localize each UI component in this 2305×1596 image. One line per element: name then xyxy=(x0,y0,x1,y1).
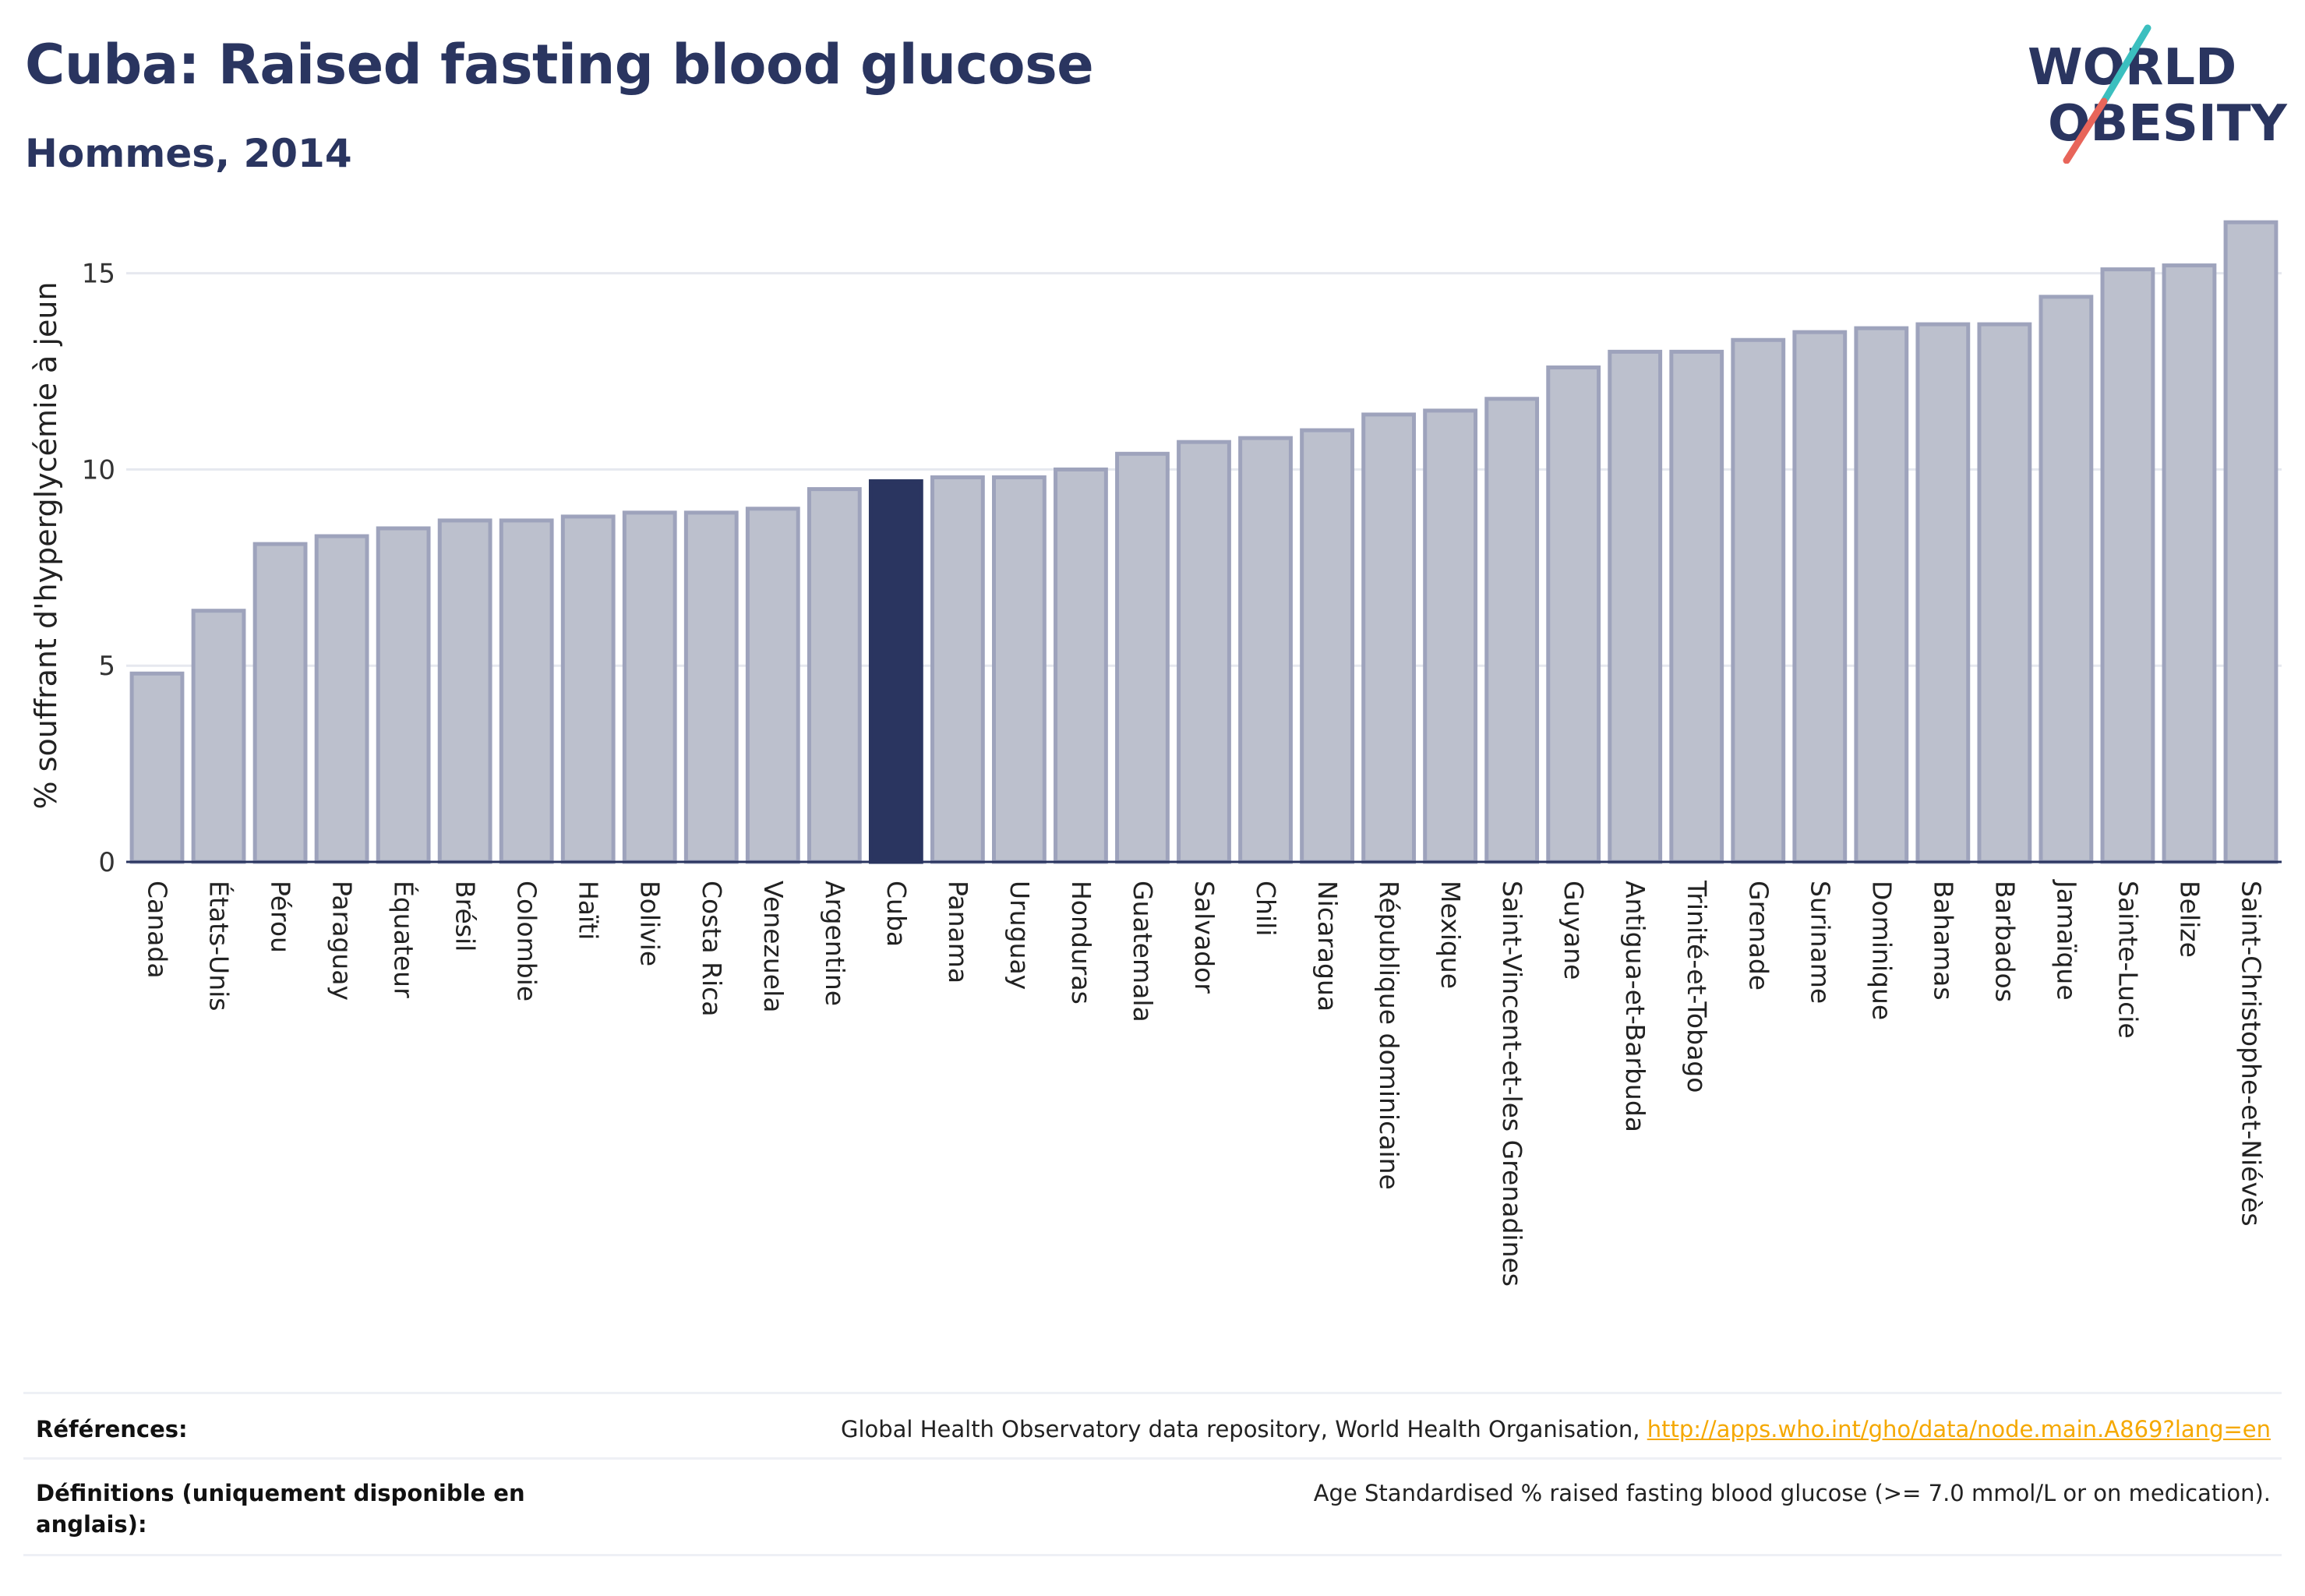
x-tick-label: Sainte-Lucie xyxy=(2113,881,2143,1039)
x-tick-label: Suriname xyxy=(1805,881,1835,1004)
x-tick-label: République dominicaine xyxy=(1374,881,1404,1190)
x-tick-label: Équateur xyxy=(389,881,420,998)
y-tick-label: 0 xyxy=(98,847,115,878)
references-link[interactable]: http://apps.who.int/gho/data/node.main.A… xyxy=(1647,1416,2271,1442)
chart-title: Cuba: Raised fasting blood glucose xyxy=(25,33,1094,97)
x-tick-label: Mexique xyxy=(1435,881,1466,989)
bar-suriname[interactable] xyxy=(1792,330,1848,864)
bar-honduras[interactable] xyxy=(1054,467,1108,864)
references-text: Global Health Observatory data repositor… xyxy=(840,1416,1647,1442)
bar-belize[interactable] xyxy=(2162,263,2217,864)
logo-slash-teal xyxy=(2100,24,2151,105)
bar-chili[interactable] xyxy=(1238,436,1293,864)
x-tick-label: Venezuela xyxy=(758,881,789,1012)
x-tick-label: Haïti xyxy=(574,881,604,940)
x-tick-label: Salvador xyxy=(1189,881,1220,994)
logo-line-2: OBESITY xyxy=(2048,95,2287,153)
x-tick-label: Paraguay xyxy=(327,881,358,1001)
x-tick-label: Uruguay xyxy=(1004,881,1035,990)
bar-cuba[interactable] xyxy=(868,479,923,864)
bar-colombie[interactable] xyxy=(499,518,554,864)
footer-divider-bottom xyxy=(23,1554,2282,1556)
bar-bolivie[interactable] xyxy=(622,510,677,864)
y-tick-label: 5 xyxy=(98,651,115,682)
bar-costa-rica[interactable] xyxy=(683,510,739,864)
bar-paraguay[interactable] xyxy=(314,534,369,864)
x-tick-label: Belize xyxy=(2174,881,2204,958)
bar-perou[interactable] xyxy=(252,542,308,864)
bar-mexique[interactable] xyxy=(1423,408,1478,864)
x-tick-label: Saint-Christophe-et-Niévès xyxy=(2236,881,2266,1227)
bar-antigua-et-barbuda[interactable] xyxy=(1608,349,1663,864)
x-tick-label: Honduras xyxy=(1066,881,1096,1005)
x-tick-label: Saint-Vincent-et-les Grenadines xyxy=(1497,881,1527,1287)
bar-republique-dominicaine[interactable] xyxy=(1361,412,1416,864)
x-tick-label: Bahamas xyxy=(1928,881,1958,1001)
bar-etats-unis[interactable] xyxy=(191,609,246,864)
x-tick-label: Pérou xyxy=(266,881,296,953)
bar-bahamas[interactable] xyxy=(1915,322,1971,864)
footer-divider-middle xyxy=(23,1457,2282,1460)
definitions-value: Age Standardised % raised fasting blood … xyxy=(1313,1480,2271,1506)
bar-argentine[interactable] xyxy=(807,487,862,864)
references-value: Global Health Observatory data repositor… xyxy=(841,1414,2271,1445)
bar-salvador[interactable] xyxy=(1177,440,1231,864)
x-tick-label: Bolivie xyxy=(635,881,665,966)
x-tick-label: Panama xyxy=(943,881,973,983)
x-tick-label: Barbados xyxy=(1989,881,2020,1002)
bar-saint-vincent-et-les-grenadines[interactable] xyxy=(1484,397,1540,864)
x-tick-label: Jamaïque xyxy=(2051,879,2081,1001)
bar-equateur[interactable] xyxy=(376,526,431,864)
x-tick-label: Canada xyxy=(143,881,173,979)
x-tick-label: Chili xyxy=(1251,881,1281,936)
bar-saint-christophe-et-nieves[interactable] xyxy=(2223,220,2279,864)
bar-uruguay[interactable] xyxy=(992,475,1047,864)
world-obesity-logo: WORLD OBESITY xyxy=(2028,24,2287,164)
chart-subtitle: Hommes, 2014 xyxy=(25,131,352,176)
y-tick-label: 15 xyxy=(82,259,115,290)
bar-bresil[interactable] xyxy=(437,518,492,864)
x-tick-label: États-Unis xyxy=(204,881,235,1011)
definitions-label: Définitions (uniquement disponible en an… xyxy=(36,1480,525,1538)
bar-sainte-lucie[interactable] xyxy=(2100,267,2155,864)
x-tick-label: Cuba xyxy=(881,881,912,947)
x-tick-label: Nicaragua xyxy=(1312,881,1343,1012)
x-tick-label: Argentine xyxy=(820,881,850,1006)
bar-chart: 0 5 10 15 Canada États-Unis Pérou Paraguay Équa… xyxy=(29,220,2282,1287)
bar-haiti[interactable] xyxy=(560,514,616,864)
x-tick-label: Grenade xyxy=(1743,881,1774,990)
y-axis-ticks: 0 5 10 15 xyxy=(82,259,115,878)
y-axis-title: % souffrant d'hyperglycémie à jeun xyxy=(29,281,63,809)
x-tick-label: Brésil xyxy=(450,881,481,952)
x-tick-label: Antigua-et-Barbuda xyxy=(1620,881,1650,1132)
bar-venezuela[interactable] xyxy=(745,507,800,864)
bar-guatemala[interactable] xyxy=(1115,451,1170,864)
bar-barbados[interactable] xyxy=(1977,322,2032,864)
footer-divider-top xyxy=(23,1392,2282,1394)
x-tick-label: Guyane xyxy=(1558,881,1589,980)
x-tick-label: Guatemala xyxy=(1128,881,1158,1022)
y-tick-label: 10 xyxy=(82,454,115,486)
x-tick-label: Costa Rica xyxy=(697,881,727,1017)
bar-canada[interactable] xyxy=(129,671,185,864)
bar-jamaique[interactable] xyxy=(2038,295,2094,864)
bar-nicaragua[interactable] xyxy=(1300,428,1354,864)
bar-panama[interactable] xyxy=(930,475,985,864)
bar-dominique[interactable] xyxy=(1854,326,1909,864)
bar-grenade[interactable] xyxy=(1731,337,1786,864)
x-tick-label: Colombie xyxy=(512,881,542,1001)
x-tick-label: Trinité-et-Tobago xyxy=(1682,880,1712,1093)
x-axis-labels: Canada États-Unis Pérou Paraguay Équateur Bré… xyxy=(143,879,2267,1287)
bar-guyane[interactable] xyxy=(1546,365,1601,864)
references-label: Références: xyxy=(36,1416,188,1442)
logo-slash-coral xyxy=(2063,97,2108,164)
x-tick-label: Dominique xyxy=(1866,881,1897,1020)
bar-trinite-et-tobago[interactable] xyxy=(1669,349,1724,864)
bars xyxy=(129,220,2279,864)
